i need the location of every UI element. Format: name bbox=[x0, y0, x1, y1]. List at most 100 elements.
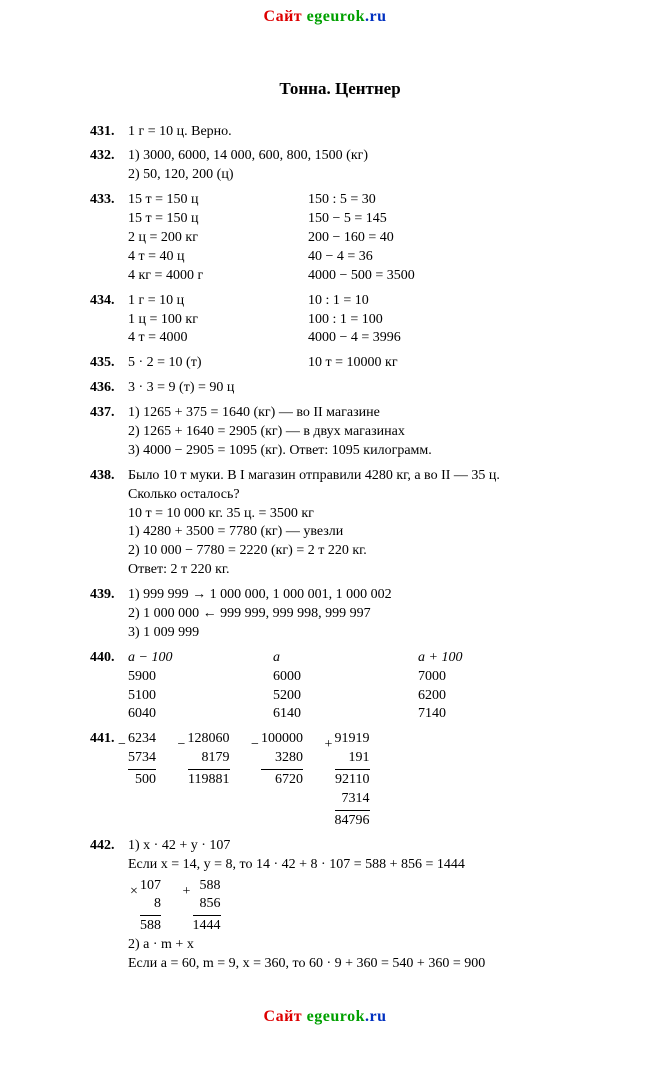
p438-l5: 2) 10 000 − 7780 = 2220 (кг) = 2 т 220 к… bbox=[128, 542, 590, 561]
p433-r1a: 15 т = 150 ц bbox=[128, 191, 308, 210]
body-442: 1) x · 42 + y · 107 Если x = 14, y = 8, … bbox=[128, 837, 590, 974]
p439-l3: 3) 1 009 999 bbox=[128, 624, 590, 643]
p432-l2: 2) 50, 120, 200 (ц) bbox=[128, 166, 590, 185]
num-433: 433. bbox=[90, 191, 128, 285]
wm-p2: egeurok bbox=[307, 8, 365, 25]
p442-c1-sign: × bbox=[130, 883, 138, 902]
p441-c4: + 91919 191 92110 7314 84796 bbox=[335, 730, 370, 830]
p441-c4-r2: 7314 bbox=[335, 790, 370, 809]
wm-p3: .ru bbox=[365, 8, 387, 25]
p442-c1-b: 8 bbox=[140, 895, 161, 914]
p442-c2-r: 1444 bbox=[193, 917, 221, 936]
p437-l1: 1) 1265 + 375 = 1640 (кг) — во II магази… bbox=[128, 404, 590, 423]
p438-l1: Было 10 т муки. В I магазин отправили 42… bbox=[128, 467, 590, 486]
p442-c1-r: 588 bbox=[140, 917, 161, 936]
problem-436: 436. 3 · 3 = 9 (т) = 90 ц bbox=[90, 379, 590, 398]
problem-433: 433. 15 т = 150 ц150 : 5 = 30 15 т = 150… bbox=[90, 191, 590, 285]
problem-439: 439. 1) 999 999 → 1 000 000, 1 000 001, … bbox=[90, 586, 590, 643]
problem-442: 442. 1) x · 42 + y · 107 Если x = 14, y … bbox=[90, 837, 590, 974]
p441-c2-r: 119881 bbox=[188, 771, 230, 790]
p442-l3: 2) a · m + x bbox=[128, 936, 590, 955]
num-440: 440. bbox=[90, 649, 128, 725]
page-title: Тонна. Центнер bbox=[90, 78, 590, 101]
body-441: − 6234 5734 500 − 128060 8179 119881 − 1… bbox=[128, 730, 590, 830]
problem-440: 440. a − 100aa + 100 590060007000 510052… bbox=[90, 649, 590, 725]
problem-431: 431. 1 г = 10 ц. Верно. bbox=[90, 123, 590, 142]
num-432: 432. bbox=[90, 147, 128, 185]
p440-hb: a bbox=[273, 649, 418, 668]
p441-c4-r1: 92110 bbox=[335, 771, 370, 790]
p440-r1c: 7000 bbox=[418, 668, 563, 687]
body-438: Было 10 т муки. В I магазин отправили 42… bbox=[128, 467, 590, 580]
p441-c4-r3: 84796 bbox=[335, 812, 370, 831]
rule-line bbox=[335, 769, 370, 770]
wm-p1b: Сайт bbox=[264, 1008, 307, 1025]
p440-r1b: 6000 bbox=[273, 668, 418, 687]
p434-r3b: 4000 − 4 = 3996 bbox=[308, 329, 590, 348]
body-437: 1) 1265 + 375 = 1640 (кг) — во II магази… bbox=[128, 404, 590, 461]
problem-434: 434. 1 г = 10 ц10 : 1 = 10 1 ц = 100 кг1… bbox=[90, 292, 590, 349]
p434-r1b: 10 : 1 = 10 bbox=[308, 292, 590, 311]
p440-r3a: 6040 bbox=[128, 705, 273, 724]
body-439: 1) 999 999 → 1 000 000, 1 000 001, 1 000… bbox=[128, 586, 590, 643]
p433-r4a: 4 т = 40 ц bbox=[128, 248, 308, 267]
p442-l2: Если x = 14, y = 8, то 14 · 42 + 8 · 107… bbox=[128, 856, 590, 875]
p435-a: 5 · 2 = 10 (т) bbox=[128, 354, 308, 373]
rule-line bbox=[335, 810, 370, 811]
p442-c2: + 588 856 1444 bbox=[193, 877, 221, 937]
problem-438: 438. Было 10 т муки. В I магазин отправи… bbox=[90, 467, 590, 580]
p440-r3c: 7140 bbox=[418, 705, 563, 724]
p441-c1-sign: − bbox=[118, 736, 126, 755]
p441-c3-sign: − bbox=[251, 736, 259, 755]
p441-c2-b: 8179 bbox=[188, 749, 230, 768]
p433-r3a: 2 ц = 200 кг bbox=[128, 229, 308, 248]
rule-line bbox=[128, 769, 156, 770]
p434-r2a: 1 ц = 100 кг bbox=[128, 311, 308, 330]
p441-c3-b: 3280 bbox=[261, 749, 303, 768]
body-432: 1) 3000, 6000, 14 000, 600, 800, 1500 (к… bbox=[128, 147, 590, 185]
p442-c2-sign: + bbox=[183, 883, 191, 902]
p442-c1: × 107 8 588 bbox=[140, 877, 161, 937]
p433-r1b: 150 : 5 = 30 bbox=[308, 191, 590, 210]
p434-r2b: 100 : 1 = 100 bbox=[308, 311, 590, 330]
body-433: 15 т = 150 ц150 : 5 = 30 15 т = 150 ц150… bbox=[128, 191, 590, 285]
p441-c1-a: 6234 bbox=[128, 730, 156, 749]
p437-l3: 3) 4000 − 2905 = 1095 (кг). Ответ: 1095 … bbox=[128, 442, 590, 461]
num-438: 438. bbox=[90, 467, 128, 580]
body-434: 1 г = 10 ц10 : 1 = 10 1 ц = 100 кг100 : … bbox=[128, 292, 590, 349]
p440-ha: a − 100 bbox=[128, 649, 273, 668]
num-437: 437. bbox=[90, 404, 128, 461]
p441-c3: − 100000 3280 6720 bbox=[261, 730, 303, 790]
p441-c4-sign: + bbox=[325, 736, 333, 755]
problem-435: 435. 5 · 2 = 10 (т)10 т = 10000 кг bbox=[90, 354, 590, 373]
p434-r1a: 1 г = 10 ц bbox=[128, 292, 308, 311]
p433-r5b: 4000 − 500 = 3500 bbox=[308, 267, 590, 286]
p433-r3b: 200 − 160 = 40 bbox=[308, 229, 590, 248]
p438-l6: Ответ: 2 т 220 кг. bbox=[128, 561, 590, 580]
p434-r3a: 4 т = 4000 bbox=[128, 329, 308, 348]
page-content: Тонна. Центнер 431. 1 г = 10 ц. Верно. 4… bbox=[0, 38, 650, 1000]
num-431: 431. bbox=[90, 123, 128, 142]
p441-c4-a: 91919 bbox=[335, 730, 370, 749]
p438-l3: 10 т = 10 000 кг. 35 ц. = 3500 кг bbox=[128, 505, 590, 524]
p440-r2c: 6200 bbox=[418, 687, 563, 706]
p440-r1a: 5900 bbox=[128, 668, 273, 687]
problem-441: 441. − 6234 5734 500 − 128060 8179 11988… bbox=[90, 730, 590, 830]
p442-c2-b: 856 bbox=[193, 895, 221, 914]
body-431: 1 г = 10 ц. Верно. bbox=[128, 123, 590, 142]
p441-c1: − 6234 5734 500 bbox=[128, 730, 156, 790]
p442-l4: Если a = 60, m = 9, x = 360, то 60 · 9 +… bbox=[128, 955, 590, 974]
p440-r3b: 6140 bbox=[273, 705, 418, 724]
p439-l1: 1) 999 999 → 1 000 000, 1 000 001, 1 000… bbox=[128, 586, 590, 605]
p441-c3-r: 6720 bbox=[261, 771, 303, 790]
problem-432: 432. 1) 3000, 6000, 14 000, 600, 800, 15… bbox=[90, 147, 590, 185]
wm-p3b: .ru bbox=[365, 1008, 387, 1025]
p442-calcs: × 107 8 588 + 588 856 1444 bbox=[128, 877, 590, 937]
rule-line bbox=[261, 769, 303, 770]
p438-l2: Сколько осталось? bbox=[128, 486, 590, 505]
rule-line bbox=[140, 915, 161, 916]
p441-c2: − 128060 8179 119881 bbox=[188, 730, 230, 790]
bottom-watermark: Сайт egeurok.ru bbox=[0, 1000, 650, 1038]
p441-c2-a: 128060 bbox=[188, 730, 230, 749]
body-435: 5 · 2 = 10 (т)10 т = 10000 кг bbox=[128, 354, 590, 373]
